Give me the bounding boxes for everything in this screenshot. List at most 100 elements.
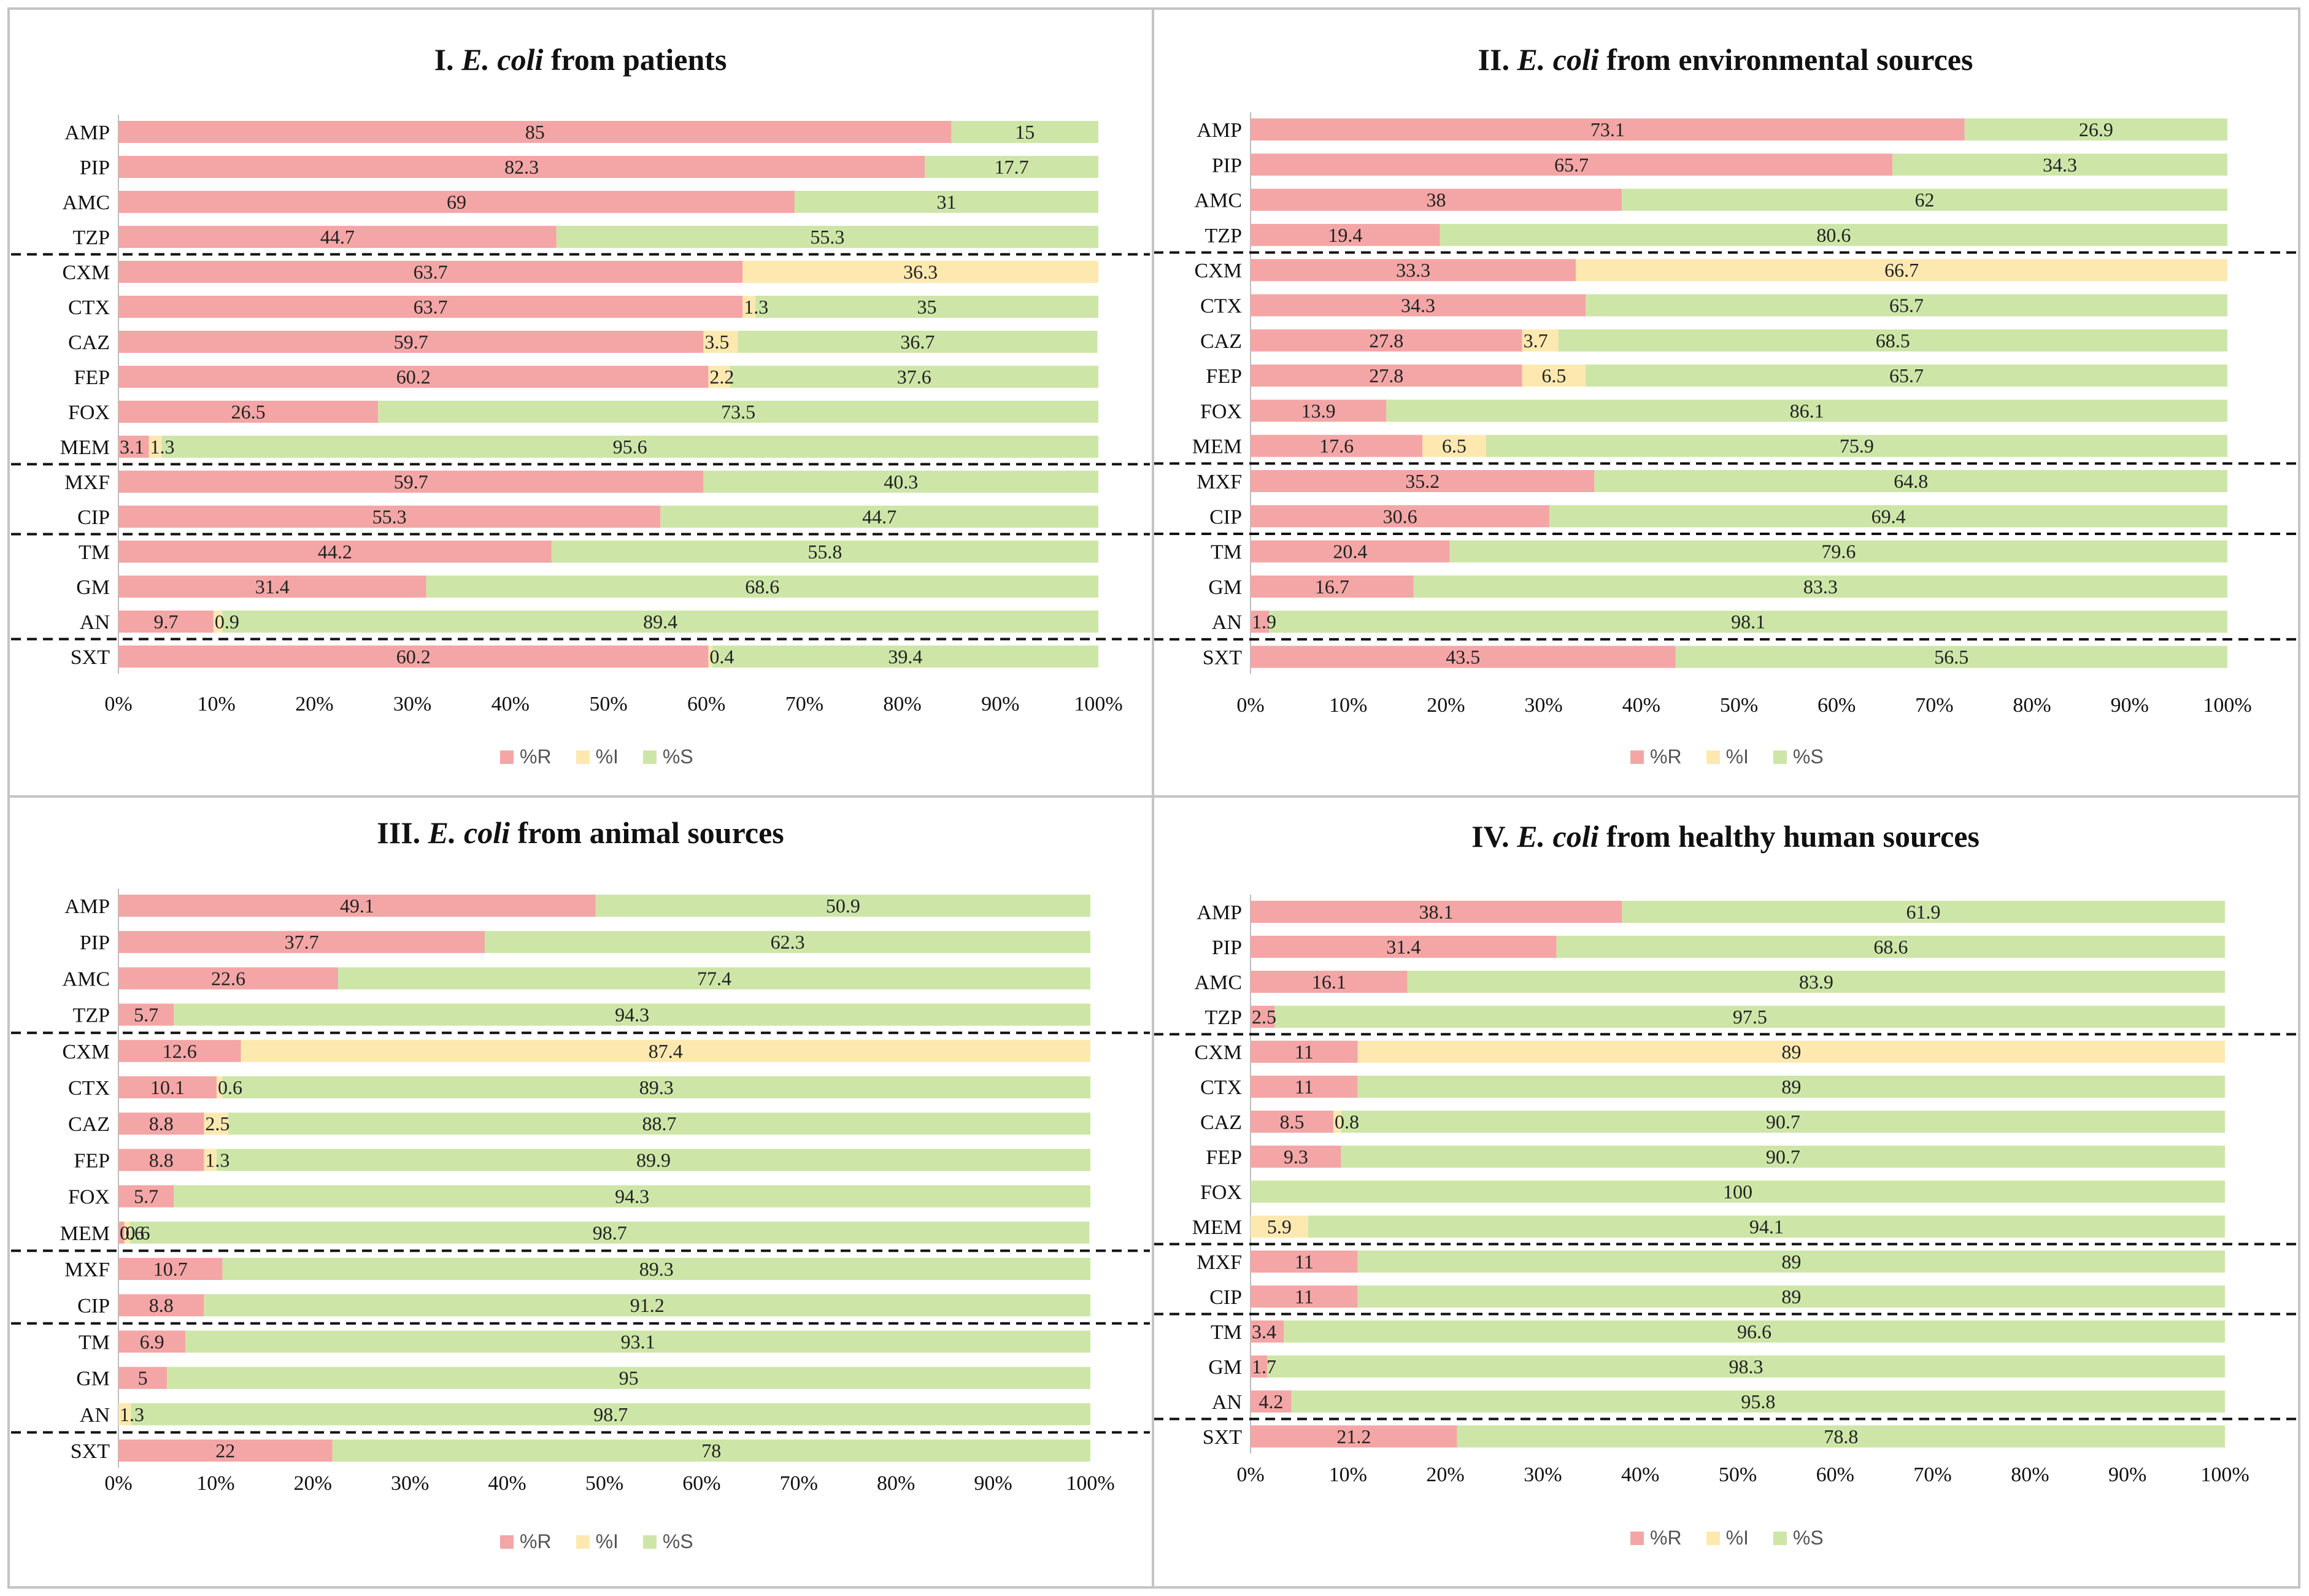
bar-segment-tzp-r: [1251, 223, 1440, 246]
data-label-tzp-s: 97.5: [1733, 1006, 1767, 1028]
data-label-tm-r: 44.2: [318, 541, 352, 563]
bar-segment-mxf-s: [703, 471, 1098, 493]
data-label-tm-s: 55.8: [808, 541, 842, 563]
data-label-fep-s: 37.6: [897, 366, 931, 388]
data-label-gm-r: 16.7: [1315, 576, 1349, 598]
bar-segment-gm-s: [1266, 1355, 2225, 1378]
data-label-cip-s: 89: [1781, 1286, 1801, 1308]
data-label-ctx-s: 89: [1781, 1076, 1801, 1098]
data-label-amp-r: 85: [525, 121, 545, 143]
data-label-caz-i: 3.7: [1524, 330, 1548, 352]
bar-segment-mem-i: [148, 436, 162, 458]
bar-segment-an-i: [118, 1403, 131, 1425]
category-label-cip: CIP: [77, 1295, 110, 1317]
bar-segment-cip-r: [118, 506, 661, 528]
bar-segment-cxm-r: [1251, 259, 1576, 282]
bar-segment-mxf-r: [1251, 470, 1595, 492]
bar-segment-sxt-s: [1457, 1425, 2225, 1448]
data-label-fox-s: 73.5: [721, 401, 755, 423]
data-label-amp-r: 73.1: [1590, 118, 1625, 141]
data-label-sxt-r: 43.5: [1446, 646, 1480, 668]
bar-segment-ctx-i: [742, 296, 756, 318]
bar-segment-caz-r: [1251, 329, 1522, 352]
bar-segment-fep-r: [1251, 364, 1522, 387]
bar-segment-mem-r: [118, 436, 149, 458]
data-label-mem-s: 95.6: [613, 436, 647, 458]
bar-segment-mem-r: [1251, 434, 1423, 457]
data-label-cxm-i: 36.3: [903, 261, 938, 283]
bar-segment-gm-r: [1251, 575, 1414, 598]
bar-segment-mem-s: [1486, 434, 2227, 457]
bar-segment-fep-r: [1251, 1146, 1341, 1168]
data-label-tm-r: 20.4: [1333, 541, 1367, 563]
bar-segment-fep-i: [204, 1149, 217, 1171]
bar-segment-fox-r: [118, 1185, 174, 1208]
chart-healthy-human: AMP 38.1 61.9 PIP 31.4 68.6 AMC 16.1 83.9 TZP 2.5 9…: [1154, 895, 2297, 1486]
bar-segment-fep-r: [118, 1149, 204, 1171]
bar-segment-cxm-i: [1357, 1041, 2225, 1063]
x-tick-label: 10%: [1329, 1463, 1367, 1486]
data-label-gm-r: 1.7: [1252, 1355, 1276, 1378]
bar-segment-amp-r: [118, 121, 952, 143]
bar-segment-caz-i: [1333, 1111, 1341, 1133]
chart-patients: AMP 85 15 PIP 82.3 17.7 AMC 69 31 TZP 44.7 55.3 CXM 6…: [11, 115, 1150, 715]
legend-s: %S: [1773, 746, 1824, 768]
data-label-cxm-r: 11: [1295, 1041, 1314, 1063]
legend-r: %R: [1630, 746, 1682, 768]
category-label-cxm: CXM: [63, 1041, 110, 1063]
bar-segment-amc-s: [1621, 188, 2227, 211]
category-label-an: AN: [80, 611, 110, 634]
bar-segment-pip-s: [1556, 936, 2225, 958]
category-label-amc: AMC: [63, 968, 110, 990]
bar-segment-tm-r: [1251, 540, 1450, 563]
bar-segment-caz-s: [738, 331, 1098, 353]
category-label-gm: GM: [76, 576, 110, 599]
x-tick-label: 90%: [981, 693, 1019, 715]
data-label-amc-s: 77.4: [697, 967, 731, 989]
bar-segment-mxf-r: [1251, 1251, 1358, 1273]
legend-r: %R: [1630, 1527, 1682, 1549]
category-label-pip: PIP: [80, 931, 110, 954]
category-label-sxt: SXT: [1203, 1426, 1242, 1449]
bar-segment-an-s: [222, 611, 1099, 633]
data-label-ctx-r: 11: [1295, 1076, 1314, 1098]
bar-segment-pip-r: [118, 156, 925, 178]
bar-segment-cip-s: [1357, 1286, 2225, 1308]
x-tick-label: 80%: [2011, 1463, 2049, 1486]
bar-segment-fox-s: [174, 1185, 1091, 1208]
legend-i: %I: [1706, 746, 1749, 768]
data-label-pip-s: 62.3: [771, 931, 805, 953]
legend-r: %R: [500, 746, 552, 768]
data-label-cxm-i: 87.4: [649, 1040, 683, 1062]
x-tick-label: 60%: [687, 693, 725, 715]
bar-segment-pip-s: [1892, 153, 2227, 176]
bar-segment-fox-s: [1251, 1181, 2225, 1203]
bar-segment-an-s: [131, 1403, 1090, 1425]
bar-segment-cip-s: [204, 1294, 1091, 1317]
bar-segment-amp-r: [1251, 118, 1965, 141]
chart-animal: AMP 49.1 50.9 PIP 37.7 62.3 AMC 22.6 77.4 TZP 5.7 9…: [11, 889, 1150, 1495]
data-label-fep-i: 1.3: [205, 1149, 229, 1171]
bar-segment-an-i: [213, 611, 223, 633]
bar-segment-an-s: [1269, 611, 2227, 633]
category-label-tzp: TZP: [73, 226, 110, 249]
data-label-fep-s: 65.7: [1889, 364, 1924, 387]
bar-segment-cxm-i: [1576, 259, 2227, 282]
data-label-amc-r: 22.6: [211, 967, 245, 989]
category-label-caz: CAZ: [1200, 1111, 1242, 1134]
data-label-ctx-r: 10.1: [150, 1076, 185, 1098]
panel-divider-vertical: [1152, 10, 1154, 1587]
legend-animal: %R %I %S: [500, 1530, 693, 1553]
bar-segment-fox-r: [118, 401, 379, 423]
bar-segment-sxt-r: [118, 646, 709, 668]
data-label-tm-s: 93.1: [621, 1330, 655, 1352]
x-tick-label: 20%: [1427, 694, 1465, 717]
bar-segment-mxf-r: [118, 1258, 223, 1280]
data-label-pip-s: 17.7: [995, 156, 1029, 178]
data-label-mxf-r: 59.7: [394, 471, 428, 493]
x-tick-label: 60%: [682, 1472, 720, 1495]
bar-segment-tm-s: [1449, 540, 2227, 563]
legend-s: %S: [1773, 1527, 1824, 1549]
category-label-amc: AMC: [63, 191, 110, 214]
category-label-gm: GM: [1208, 576, 1242, 599]
